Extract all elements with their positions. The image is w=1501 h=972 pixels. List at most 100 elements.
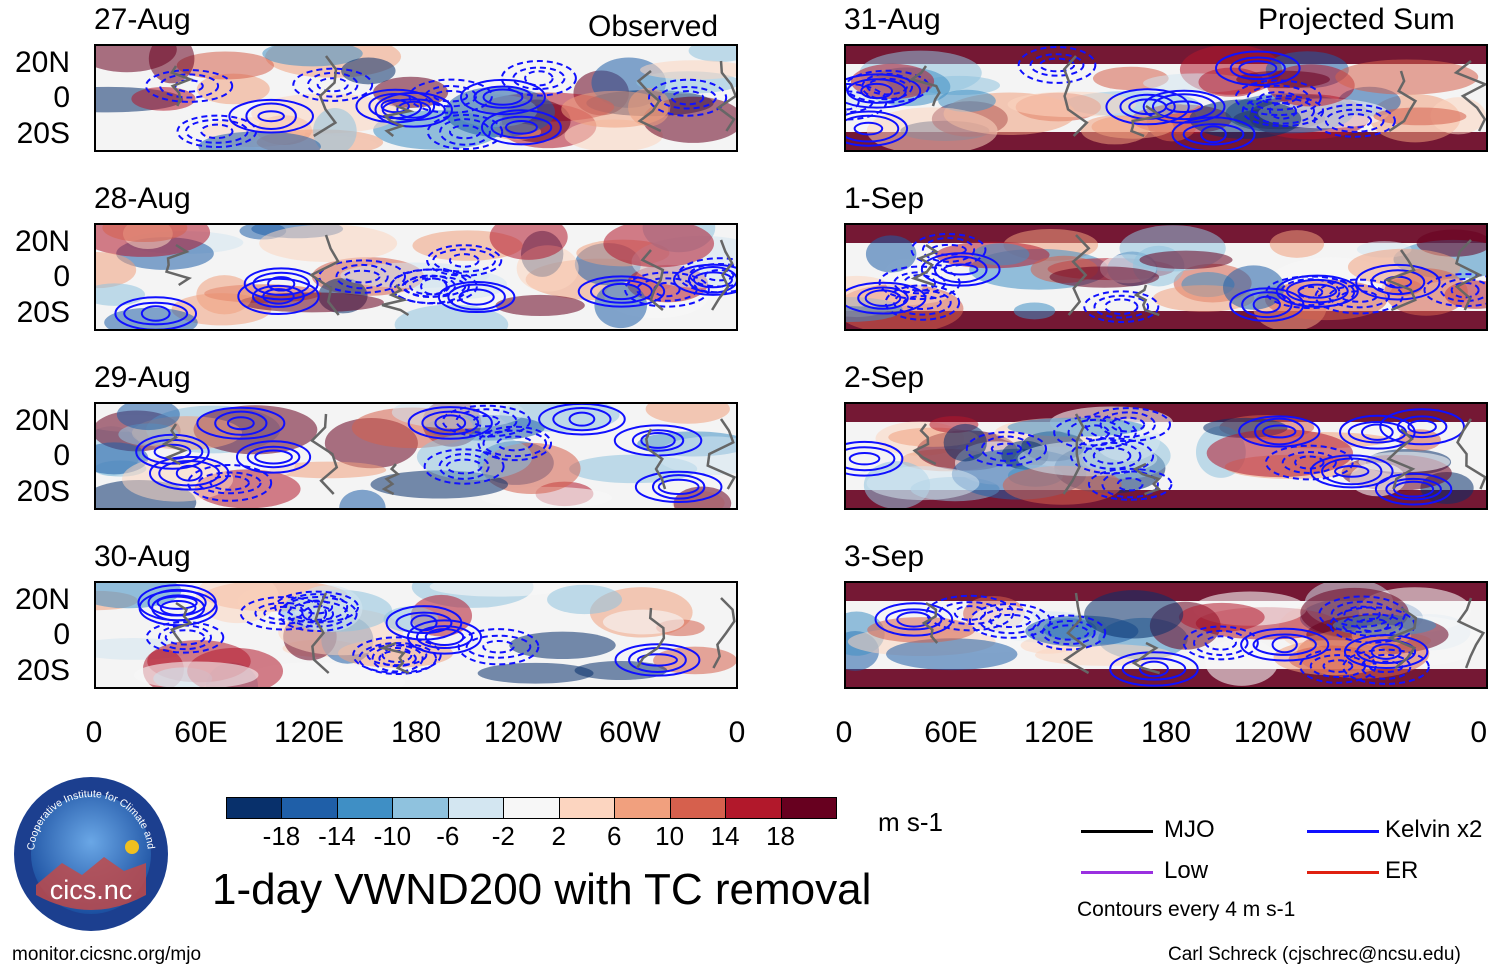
coastline <box>161 423 188 466</box>
contour-line <box>1121 657 1187 681</box>
shading-blob <box>866 466 980 501</box>
shading-blob <box>1373 107 1467 126</box>
contour-line <box>1396 415 1448 439</box>
contour-line <box>1092 447 1132 465</box>
coastline <box>381 284 410 317</box>
contour-note: Contours every 4 m s-1 <box>1077 898 1296 921</box>
contour-line <box>1193 629 1249 656</box>
contour-line <box>196 406 286 440</box>
colorbar-tick-label: 18 <box>766 821 795 851</box>
coastline <box>378 641 410 675</box>
contour-line <box>1254 417 1305 446</box>
coastline <box>636 607 666 669</box>
contour-line <box>246 445 301 469</box>
contour-line <box>1330 600 1394 628</box>
shading-blob <box>262 46 363 67</box>
shading-blob <box>444 86 556 138</box>
shading-blob <box>865 235 917 273</box>
panel-date: 27-Aug <box>94 3 191 36</box>
coastline <box>1062 55 1089 137</box>
shading-blob <box>102 225 188 243</box>
contour-line <box>1262 424 1297 439</box>
contour-line <box>884 284 961 321</box>
contour-line <box>524 70 554 87</box>
shading-blob <box>176 51 274 80</box>
contour-line <box>278 596 358 632</box>
contour-line <box>292 67 374 102</box>
observed-header: Observed <box>588 10 719 43</box>
shading-blob <box>429 583 567 597</box>
contour-line <box>267 276 296 292</box>
shading-blob <box>196 73 270 105</box>
contour-line <box>228 98 314 134</box>
legend-swatch-er <box>1307 871 1379 874</box>
shading-blob <box>489 225 568 260</box>
shading-blob <box>116 404 180 431</box>
contour-line <box>1343 605 1381 623</box>
contour-line <box>846 69 930 104</box>
contour-line <box>396 100 432 119</box>
contour-line <box>1271 636 1298 654</box>
map-panel-28-aug <box>94 223 738 331</box>
panel-date: 29-Aug <box>94 361 191 394</box>
map-panel-1-sep <box>844 223 1488 331</box>
shading-blob <box>1269 230 1325 258</box>
contour-line <box>846 446 896 472</box>
colorbar-tick-label: -14 <box>318 821 356 851</box>
contour-line <box>624 271 710 308</box>
coastline <box>711 239 734 311</box>
map-field <box>96 583 736 687</box>
coastline <box>164 243 192 287</box>
coastline <box>169 65 194 107</box>
contour-line <box>307 71 359 98</box>
contour-line <box>1252 633 1317 656</box>
contour-line <box>965 431 1048 467</box>
panel-date: 28-Aug <box>94 182 191 215</box>
colorbar-tick-label: -6 <box>436 821 460 851</box>
contour-line <box>214 410 268 436</box>
map-panel-2-sep <box>844 402 1488 510</box>
contour-line <box>651 474 706 500</box>
contour-line <box>316 77 349 93</box>
contour-line <box>1164 100 1204 114</box>
contour-line <box>602 282 641 301</box>
contour-line <box>407 406 493 440</box>
contour-line <box>1139 660 1169 678</box>
panel-date: 2-Sep <box>844 361 925 394</box>
coastline <box>712 597 736 669</box>
contour-line <box>1370 269 1426 296</box>
shading-blob <box>657 436 736 475</box>
map-panel-27-aug <box>94 44 738 152</box>
coastline <box>912 423 937 466</box>
coastline <box>636 70 662 133</box>
shading-blob <box>653 646 736 675</box>
lon-label: 180 <box>1140 716 1192 749</box>
contour-line <box>893 289 952 316</box>
colorbar-tick-label: -10 <box>373 821 412 851</box>
contour-line <box>885 608 943 631</box>
shading-blob <box>1189 99 1302 139</box>
contour-line <box>1200 125 1227 144</box>
contour-line <box>636 653 678 667</box>
contour-line <box>389 268 470 305</box>
shading-blob <box>886 638 1018 671</box>
contour-line <box>252 271 310 296</box>
contour-line <box>930 243 967 256</box>
contour-line <box>504 120 538 135</box>
contour-line <box>1017 46 1097 84</box>
contour-line <box>423 448 505 485</box>
coastline <box>1131 641 1161 675</box>
contour-line <box>990 442 1023 455</box>
contour-line <box>1246 84 1310 111</box>
contour-line <box>1084 407 1172 443</box>
lon-label: 120E <box>1023 716 1095 749</box>
lon-label: 60E <box>924 716 978 749</box>
lon-label: 0 <box>1470 716 1487 749</box>
shading-blob <box>96 46 177 73</box>
contour-line <box>1334 464 1370 478</box>
contour-line <box>657 478 700 496</box>
map-panel-30-aug <box>94 581 738 689</box>
contour-line <box>1182 123 1245 146</box>
contour-line <box>953 605 987 621</box>
contour-line <box>1297 283 1338 299</box>
